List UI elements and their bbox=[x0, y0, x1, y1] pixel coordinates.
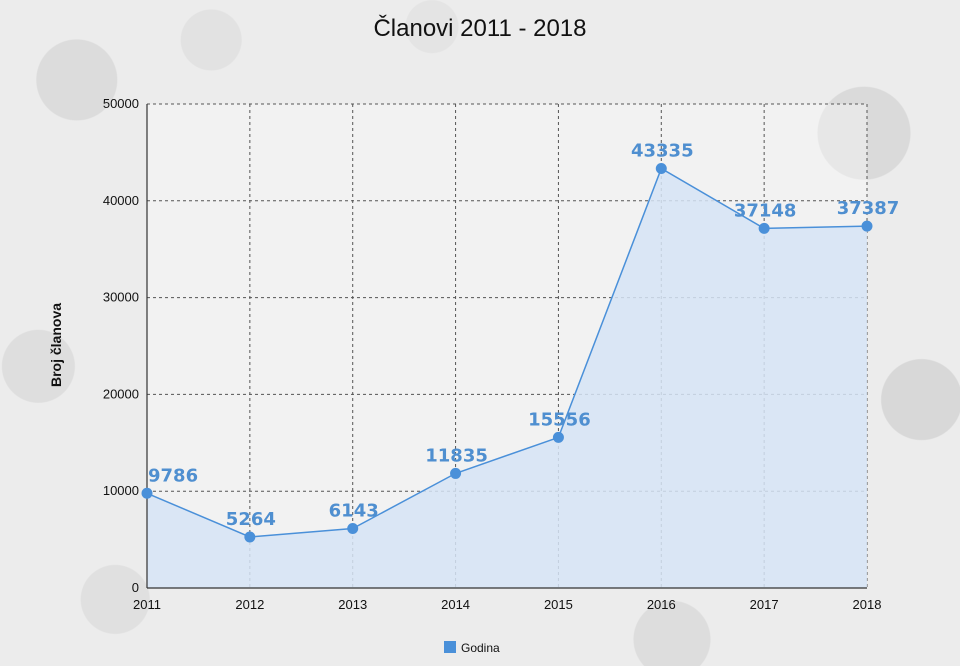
x-tick-label-2017: 2017 bbox=[750, 597, 779, 612]
data-point-2017 bbox=[758, 222, 770, 234]
chart-title: Članovi 2011 - 2018 bbox=[373, 14, 586, 42]
data-label-2018: 37387 bbox=[837, 198, 900, 219]
y-tick-label-0: 0 bbox=[132, 580, 139, 595]
series-area-godina bbox=[147, 168, 867, 588]
x-tick-label-2016: 2016 bbox=[647, 597, 676, 612]
x-tick-label-2018: 2018 bbox=[853, 597, 882, 612]
y-tick-label-50000: 50000 bbox=[103, 96, 139, 111]
legend-swatch-godina bbox=[444, 641, 456, 653]
x-tick-label-2013: 2013 bbox=[338, 597, 367, 612]
axes bbox=[146, 104, 867, 589]
data-label-2012: 5264 bbox=[226, 509, 276, 530]
series-line-godina bbox=[146, 167, 868, 538]
y-tick-label-20000: 20000 bbox=[103, 386, 139, 401]
data-point-2015 bbox=[552, 431, 564, 443]
data-label-2017: 37148 bbox=[734, 200, 797, 221]
data-label-2015: 15556 bbox=[528, 409, 591, 430]
data-point-2018 bbox=[861, 220, 873, 232]
legend-label-godina: Godina bbox=[461, 641, 500, 655]
legend: Godina bbox=[444, 641, 500, 655]
data-point-2011 bbox=[141, 487, 153, 499]
x-tick-label-2015: 2015 bbox=[544, 597, 573, 612]
x-tick-label-2012: 2012 bbox=[235, 597, 264, 612]
data-point-2016 bbox=[655, 163, 667, 175]
data-label-2011: 9786 bbox=[148, 465, 198, 486]
y-tick-label-40000: 40000 bbox=[103, 193, 139, 208]
data-label-2014: 11835 bbox=[425, 445, 488, 466]
x-tick-label-2014: 2014 bbox=[441, 597, 470, 612]
y-axis-label: Broj članova bbox=[48, 303, 64, 387]
data-point-2013 bbox=[347, 523, 359, 535]
data-point-2012 bbox=[244, 531, 256, 543]
y-tick-label-30000: 30000 bbox=[103, 290, 139, 305]
data-label-2016: 43335 bbox=[631, 141, 694, 162]
data-label-2013: 6143 bbox=[329, 501, 379, 522]
data-point-2014 bbox=[450, 467, 462, 479]
x-tick-label-2011: 2011 bbox=[133, 597, 161, 612]
y-tick-label-10000: 10000 bbox=[103, 483, 139, 498]
